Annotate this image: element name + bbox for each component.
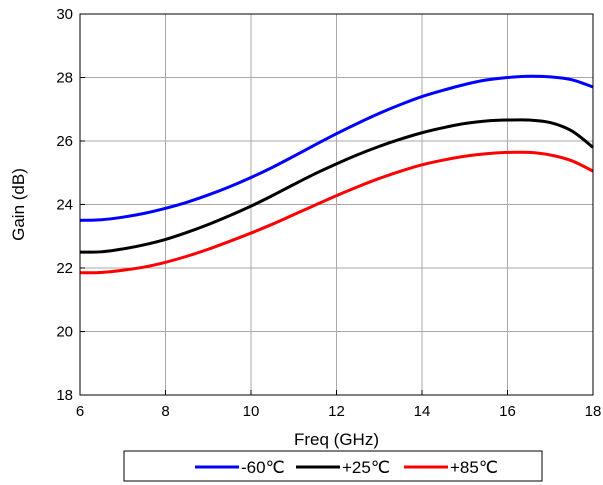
y-tick-label: 24 <box>56 197 73 214</box>
x-tick-label: 10 <box>243 403 260 420</box>
y-tick-label: 22 <box>56 260 73 277</box>
grid-lines <box>80 14 593 395</box>
y-tick-label: 26 <box>56 133 73 150</box>
axis-ticks: 6 8 10 12 14 16 18 18 20 22 24 26 28 30 <box>56 6 601 420</box>
legend-label-1: -60℃ <box>241 458 285 477</box>
series-line-1 <box>79 74 594 222</box>
series-line-3 <box>79 150 594 275</box>
x-tick-label: 8 <box>161 403 169 420</box>
y-tick-label: 18 <box>56 387 73 404</box>
x-tick-label: 6 <box>76 403 84 420</box>
series-lines <box>79 74 594 275</box>
x-tick-label: 12 <box>328 403 345 420</box>
legend: -60℃ +25℃ +85℃ <box>123 450 543 482</box>
x-tick-label: 16 <box>499 403 516 420</box>
legend-label-2: +25℃ <box>342 458 390 477</box>
legend-label-3: +85℃ <box>450 458 498 477</box>
y-axis-title: Gain (dB) <box>9 168 28 241</box>
y-tick-label: 30 <box>56 6 73 23</box>
x-tick-label: 18 <box>585 403 602 420</box>
y-tick-label: 20 <box>56 324 73 341</box>
x-axis-title: Freq (GHz) <box>294 430 379 449</box>
x-tick-label: 14 <box>414 403 431 420</box>
y-tick-label: 28 <box>56 70 73 87</box>
series-line-2 <box>79 118 594 254</box>
